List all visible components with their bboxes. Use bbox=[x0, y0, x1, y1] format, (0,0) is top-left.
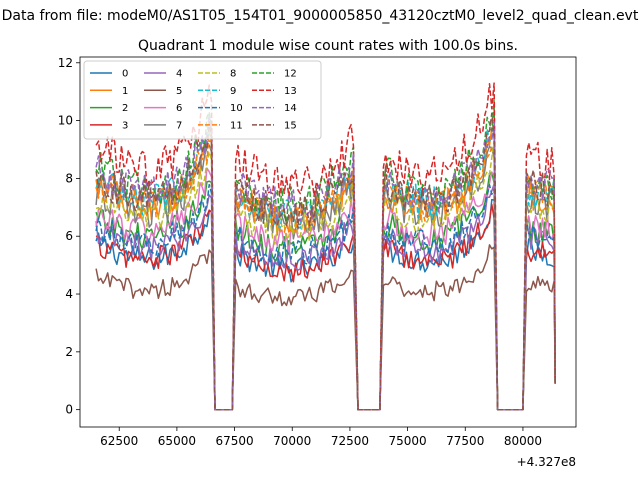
legend-label-6: 6 bbox=[176, 103, 182, 114]
series-line-6 bbox=[95, 167, 556, 411]
y-tick-label: 0 bbox=[65, 403, 73, 417]
x-tick-label: 77500 bbox=[446, 434, 484, 448]
x-tick-label: 72500 bbox=[331, 434, 369, 448]
figure-suptitle: Data from file: modeM0/AS1T05_154T01_900… bbox=[2, 8, 639, 24]
legend-label-13: 13 bbox=[284, 86, 297, 97]
y-axis: 0 2 4 6 8 10 12 bbox=[58, 56, 80, 417]
y-tick-label: 8 bbox=[65, 171, 73, 185]
legend-label-15: 15 bbox=[284, 120, 297, 131]
y-tick-label: 4 bbox=[65, 287, 73, 301]
x-tick-label: 70000 bbox=[273, 434, 311, 448]
legend-label-2: 2 bbox=[122, 103, 128, 114]
x-tick-label: 62500 bbox=[100, 434, 138, 448]
x-offset-label: +4.327e8 bbox=[517, 455, 576, 469]
legend-label-8: 8 bbox=[230, 69, 236, 80]
legend-label-3: 3 bbox=[122, 120, 128, 131]
series-line-4 bbox=[95, 183, 556, 411]
y-tick-label: 10 bbox=[58, 114, 73, 128]
series-line-8 bbox=[95, 139, 556, 411]
legend-label-4: 4 bbox=[176, 69, 182, 80]
legend-label-11: 11 bbox=[230, 120, 243, 131]
legend-label-10: 10 bbox=[230, 103, 243, 114]
legend-label-1: 1 bbox=[122, 86, 128, 97]
series-line-2 bbox=[95, 171, 556, 411]
series-line-3 bbox=[95, 203, 556, 411]
series-line-15 bbox=[95, 112, 556, 411]
series-layer bbox=[95, 82, 556, 411]
series-line-5 bbox=[95, 244, 556, 411]
y-tick-label: 12 bbox=[58, 56, 73, 70]
chart-title: Quadrant 1 module wise count rates with … bbox=[138, 38, 518, 54]
legend-label-14: 14 bbox=[284, 103, 297, 114]
y-tick-label: 2 bbox=[65, 345, 73, 359]
x-tick-label: 65000 bbox=[158, 434, 196, 448]
series-line-7 bbox=[95, 144, 556, 411]
legend-label-5: 5 bbox=[176, 86, 182, 97]
series-line-10 bbox=[95, 183, 556, 411]
x-tick-label: 75000 bbox=[388, 434, 426, 448]
legend-label-0: 0 bbox=[122, 69, 128, 80]
x-tick-label: 67500 bbox=[215, 434, 253, 448]
axes-frame bbox=[79, 56, 577, 428]
y-tick-label: 6 bbox=[65, 229, 73, 243]
legend-label-12: 12 bbox=[284, 69, 297, 80]
series-line-13 bbox=[95, 82, 556, 411]
x-tick-label: 80000 bbox=[504, 434, 542, 448]
legend-box bbox=[83, 60, 322, 140]
legend-label-7: 7 bbox=[176, 120, 182, 131]
legend-label-9: 9 bbox=[230, 86, 236, 97]
series-line-0 bbox=[95, 198, 556, 411]
x-axis: 62500 65000 67500 70000 72500 75000 77500 80000 bbox=[100, 427, 542, 448]
